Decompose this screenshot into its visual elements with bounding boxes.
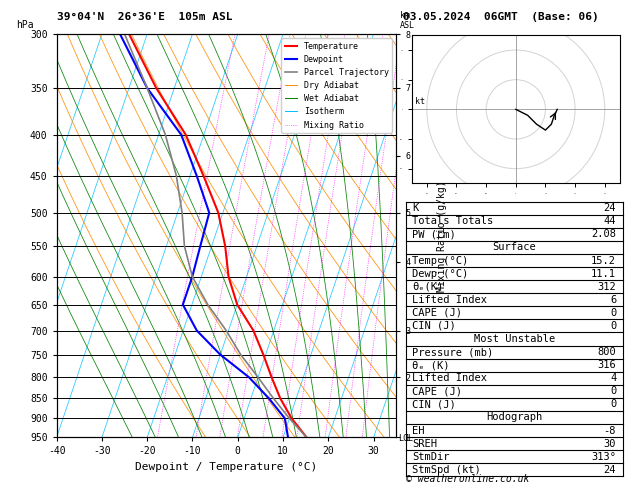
Text: EH: EH: [412, 426, 425, 435]
Text: 312: 312: [598, 282, 616, 292]
Text: θₑ (K): θₑ (K): [412, 360, 450, 370]
Text: 313°: 313°: [591, 451, 616, 462]
Text: CAPE (J): CAPE (J): [412, 308, 462, 318]
Text: Surface: Surface: [493, 243, 536, 252]
Text: 0: 0: [610, 321, 616, 331]
Text: StmSpd (kt): StmSpd (kt): [412, 465, 481, 475]
Text: Lifted Index: Lifted Index: [412, 373, 487, 383]
Text: -8: -8: [604, 426, 616, 435]
Text: 4: 4: [610, 373, 616, 383]
Text: Mixing Ratio (g/kg): Mixing Ratio (g/kg): [437, 180, 447, 292]
Text: 30: 30: [604, 438, 616, 449]
Text: 24: 24: [604, 203, 616, 213]
Text: Dewp (°C): Dewp (°C): [412, 269, 469, 278]
Text: 11.1: 11.1: [591, 269, 616, 278]
Text: LCL: LCL: [398, 434, 413, 443]
Text: 2.08: 2.08: [591, 229, 616, 240]
Text: θₑ(K): θₑ(K): [412, 282, 443, 292]
Text: Totals Totals: Totals Totals: [412, 216, 494, 226]
Text: 15.2: 15.2: [591, 256, 616, 265]
Text: 0: 0: [610, 308, 616, 318]
Text: hPa: hPa: [16, 20, 33, 30]
Text: 0: 0: [610, 399, 616, 409]
Text: CAPE (J): CAPE (J): [412, 386, 462, 396]
Text: 39°04'N  26°36'E  105m ASL: 39°04'N 26°36'E 105m ASL: [57, 12, 232, 22]
Text: 6: 6: [610, 295, 616, 305]
Text: CIN (J): CIN (J): [412, 321, 456, 331]
Text: Lifted Index: Lifted Index: [412, 295, 487, 305]
Text: 24: 24: [604, 465, 616, 475]
Text: Hodograph: Hodograph: [486, 413, 542, 422]
Text: kt: kt: [415, 97, 425, 106]
Text: StmDir: StmDir: [412, 451, 450, 462]
Text: SREH: SREH: [412, 438, 437, 449]
Text: km
ASL: km ASL: [399, 11, 415, 30]
Text: Most Unstable: Most Unstable: [474, 334, 555, 344]
Text: 800: 800: [598, 347, 616, 357]
Text: Pressure (mb): Pressure (mb): [412, 347, 494, 357]
Text: PW (cm): PW (cm): [412, 229, 456, 240]
Text: 0: 0: [610, 386, 616, 396]
Legend: Temperature, Dewpoint, Parcel Trajectory, Dry Adiabat, Wet Adiabat, Isotherm, Mi: Temperature, Dewpoint, Parcel Trajectory…: [281, 38, 392, 133]
Text: 03.05.2024  06GMT  (Base: 06): 03.05.2024 06GMT (Base: 06): [403, 12, 598, 22]
X-axis label: Dewpoint / Temperature (°C): Dewpoint / Temperature (°C): [135, 462, 318, 472]
Text: K: K: [412, 203, 418, 213]
Text: Temp (°C): Temp (°C): [412, 256, 469, 265]
Text: 316: 316: [598, 360, 616, 370]
Text: 44: 44: [604, 216, 616, 226]
Text: CIN (J): CIN (J): [412, 399, 456, 409]
Text: © weatheronline.co.uk: © weatheronline.co.uk: [406, 473, 529, 484]
